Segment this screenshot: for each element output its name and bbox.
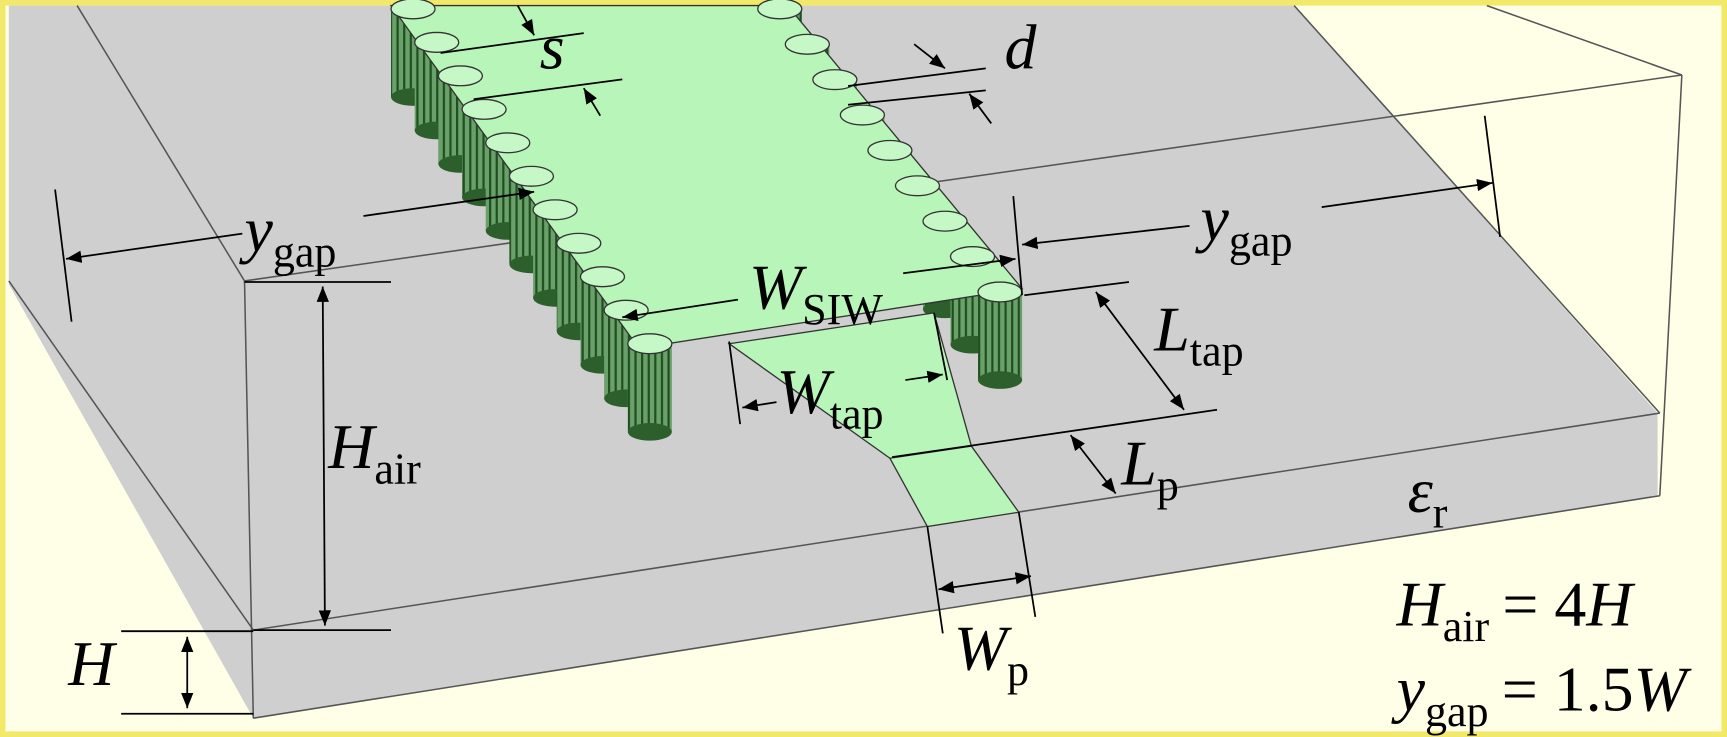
- via-hole: [557, 233, 601, 253]
- label-main: y: [239, 194, 274, 265]
- label-sub: gap: [1229, 217, 1293, 266]
- label-main: H: [327, 411, 377, 482]
- label-sub: tap: [1190, 327, 1244, 376]
- label-sub: gap: [1425, 687, 1489, 736]
- label-main: H: [1396, 569, 1446, 640]
- via-hole: [785, 34, 829, 54]
- label-main: L: [1153, 293, 1190, 364]
- via-hole: [758, 0, 802, 19]
- via-hole: [580, 267, 624, 287]
- via-bottom: [628, 423, 672, 441]
- via-hole: [462, 99, 506, 119]
- label-main: y: [1391, 653, 1426, 724]
- via-hole: [895, 176, 939, 196]
- via-bottom: [978, 371, 1022, 389]
- diagram: sdygapygapWSIWLtapWtapHairLpεrWpHHair= 4…: [0, 0, 1727, 737]
- label: H: [67, 628, 117, 699]
- label-main: ε: [1408, 455, 1434, 526]
- label-sub: r: [1433, 489, 1448, 538]
- label: Hair= 4H: [1396, 569, 1636, 651]
- label-sub: air: [374, 445, 421, 494]
- equation-var: H: [1585, 569, 1635, 640]
- via-hole: [923, 211, 967, 231]
- label-main: H: [67, 628, 117, 699]
- label-main: L: [1120, 428, 1157, 499]
- via-hole: [978, 282, 1022, 302]
- label-main: W: [954, 613, 1013, 684]
- label-sub: gap: [273, 228, 337, 277]
- equation-op: = 1.5: [1502, 653, 1634, 724]
- via-body: [628, 344, 672, 432]
- label-main: y: [1195, 183, 1230, 254]
- via-hole: [868, 141, 912, 161]
- via-hole: [533, 200, 577, 220]
- page: {"labels": [ {"main": "s"}, {"main": "d"…: [0, 0, 1727, 737]
- label: s: [540, 11, 565, 82]
- label-sub: tap: [830, 390, 884, 439]
- label-sub: p: [1007, 646, 1029, 695]
- label-main: W: [749, 251, 808, 322]
- label-main: s: [540, 11, 565, 82]
- label-main: W: [776, 356, 835, 427]
- via-hole: [628, 334, 672, 354]
- label: d: [1004, 11, 1037, 82]
- via-hole: [509, 166, 553, 186]
- label-main: d: [1004, 11, 1037, 82]
- equation-var: W: [1634, 653, 1693, 724]
- label-sub: SIW: [802, 285, 883, 334]
- via-hole: [840, 105, 884, 125]
- via-body: [978, 292, 1022, 380]
- label-sub: p: [1157, 461, 1179, 510]
- equation-op: = 4: [1502, 569, 1586, 640]
- label-sub: air: [1443, 602, 1490, 651]
- via-hole: [391, 0, 435, 19]
- via-hole: [486, 133, 530, 153]
- via-hole: [415, 32, 459, 52]
- via-hole: [438, 66, 482, 86]
